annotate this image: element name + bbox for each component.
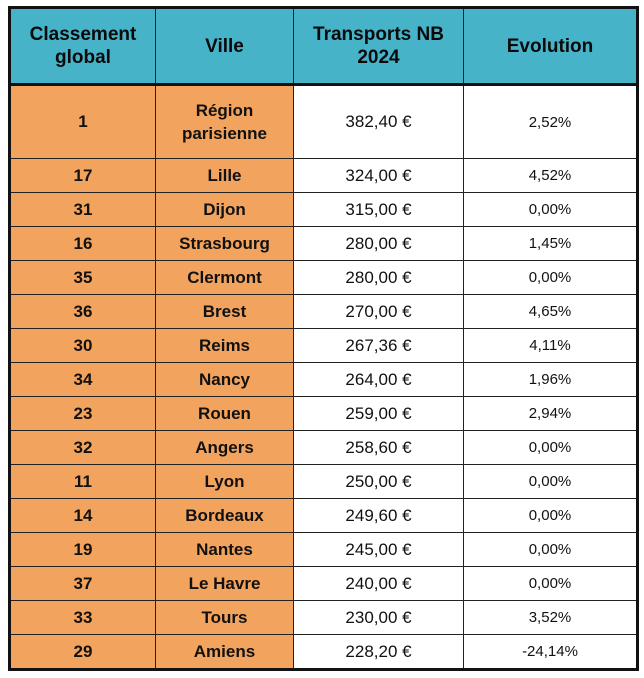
rank-cell: 31 — [9, 192, 156, 227]
table-row: 32 Angers 258,60 € 0,00% — [9, 430, 638, 465]
rank-cell: 32 — [9, 430, 156, 465]
header-rank: Classement global — [9, 7, 156, 86]
table-row: 16 Strasbourg 280,00 € 1,45% — [9, 226, 638, 261]
rank-cell: 1 — [9, 84, 156, 159]
evolution-cell: 0,00% — [463, 566, 638, 601]
evolution-cell: 1,96% — [463, 362, 638, 397]
amount-cell: 315,00 € — [293, 192, 464, 227]
table-row: 1 Région parisienne 382,40 € 2,52% — [9, 84, 638, 159]
rank-cell: 33 — [9, 600, 156, 635]
table-row: 34 Nancy 264,00 € 1,96% — [9, 362, 638, 397]
amount-cell: 280,00 € — [293, 226, 464, 261]
amount-cell: 228,20 € — [293, 634, 464, 670]
amount-cell: 267,36 € — [293, 328, 464, 363]
city-cell: Bordeaux — [155, 498, 294, 533]
table-row: 37 Le Havre 240,00 € 0,00% — [9, 566, 638, 601]
amount-cell: 264,00 € — [293, 362, 464, 397]
city-line-2: parisienne — [181, 124, 268, 143]
table-row: 31 Dijon 315,00 € 0,00% — [9, 192, 638, 227]
table-row: 23 Rouen 259,00 € 2,94% — [9, 396, 638, 431]
amount-cell: 250,00 € — [293, 464, 464, 499]
city-cell: Dijon — [155, 192, 294, 227]
evolution-cell: 0,00% — [463, 192, 638, 227]
city-cell: Le Havre — [155, 566, 294, 601]
evolution-cell: 0,00% — [463, 260, 638, 295]
rank-cell: 34 — [9, 362, 156, 397]
city-cell: Lyon — [155, 464, 294, 499]
rank-cell: 23 — [9, 396, 156, 431]
table-row: 11 Lyon 250,00 € 0,00% — [9, 464, 638, 499]
header-transport-line-1: Transports NB — [313, 24, 444, 45]
amount-cell: 382,40 € — [293, 84, 464, 159]
evolution-cell: 0,00% — [463, 498, 638, 533]
evolution-cell: 2,94% — [463, 396, 638, 431]
evolution-cell: 1,45% — [463, 226, 638, 261]
city-cell: Reims — [155, 328, 294, 363]
evolution-cell: 4,11% — [463, 328, 638, 363]
table-row: 36 Brest 270,00 € 4,65% — [9, 294, 638, 329]
amount-cell: 324,00 € — [293, 158, 464, 193]
city-cell: Brest — [155, 294, 294, 329]
table-row: 29 Amiens 228,20 € -24,14% — [9, 634, 638, 670]
city-cell: Nantes — [155, 532, 294, 567]
amount-cell: 258,60 € — [293, 430, 464, 465]
evolution-cell: 2,52% — [463, 84, 638, 159]
table-header-row: Classement global Ville Transports NB 20… — [9, 7, 638, 86]
city-cell: Rouen — [155, 396, 294, 431]
rank-cell: 37 — [9, 566, 156, 601]
header-transport: Transports NB 2024 — [293, 7, 464, 86]
rank-cell: 30 — [9, 328, 156, 363]
city-cell: Région parisienne — [155, 84, 294, 159]
transport-price-table: Classement global Ville Transports NB 20… — [8, 6, 639, 671]
amount-cell: 259,00 € — [293, 396, 464, 431]
amount-cell: 240,00 € — [293, 566, 464, 601]
rank-cell: 11 — [9, 464, 156, 499]
city-cell: Tours — [155, 600, 294, 635]
evolution-cell: -24,14% — [463, 634, 638, 670]
header-transport-line-2: 2024 — [357, 47, 400, 68]
amount-cell: 230,00 € — [293, 600, 464, 635]
rank-cell: 36 — [9, 294, 156, 329]
evolution-cell: 4,65% — [463, 294, 638, 329]
rank-cell: 14 — [9, 498, 156, 533]
amount-cell: 280,00 € — [293, 260, 464, 295]
header-evolution: Evolution — [463, 7, 638, 86]
rank-cell: 19 — [9, 532, 156, 567]
city-cell: Angers — [155, 430, 294, 465]
city-cell: Strasbourg — [155, 226, 294, 261]
city-cell: Clermont — [155, 260, 294, 295]
rank-cell: 35 — [9, 260, 156, 295]
header-rank-line-2: global — [55, 47, 111, 68]
evolution-cell: 0,00% — [463, 430, 638, 465]
evolution-cell: 0,00% — [463, 532, 638, 567]
rank-cell: 16 — [9, 226, 156, 261]
evolution-cell: 4,52% — [463, 158, 638, 193]
amount-cell: 245,00 € — [293, 532, 464, 567]
evolution-cell: 3,52% — [463, 600, 638, 635]
amount-cell: 249,60 € — [293, 498, 464, 533]
table-row: 17 Lille 324,00 € 4,52% — [9, 158, 638, 193]
header-city: Ville — [155, 7, 294, 86]
table-row: 30 Reims 267,36 € 4,11% — [9, 328, 638, 363]
city-line-1: Région — [195, 101, 254, 120]
table-row: 33 Tours 230,00 € 3,52% — [9, 600, 638, 635]
evolution-cell: 0,00% — [463, 464, 638, 499]
table-row: 19 Nantes 245,00 € 0,00% — [9, 532, 638, 567]
table-row: 35 Clermont 280,00 € 0,00% — [9, 260, 638, 295]
city-cell: Lille — [155, 158, 294, 193]
table-row: 14 Bordeaux 249,60 € 0,00% — [9, 498, 638, 533]
rank-cell: 29 — [9, 634, 156, 670]
rank-cell: 17 — [9, 158, 156, 193]
city-cell: Nancy — [155, 362, 294, 397]
transport-table-container: Classement global Ville Transports NB 20… — [8, 6, 639, 672]
city-cell: Amiens — [155, 634, 294, 670]
header-rank-line-1: Classement — [29, 24, 137, 45]
amount-cell: 270,00 € — [293, 294, 464, 329]
